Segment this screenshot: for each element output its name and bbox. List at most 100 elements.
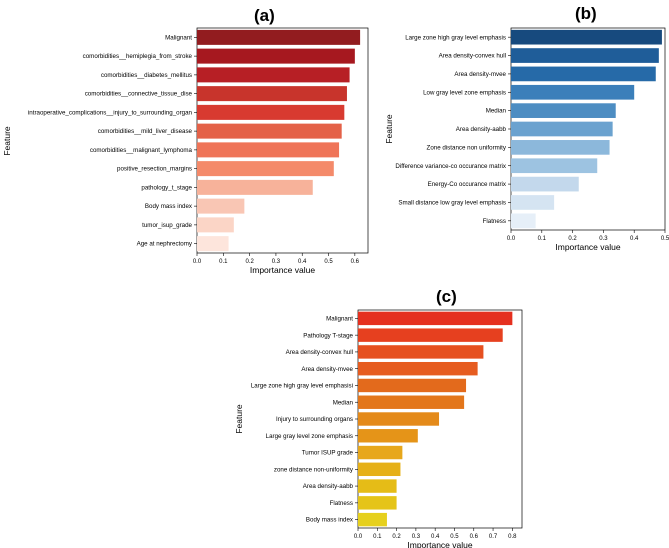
panel-a-label: (a) (254, 6, 275, 25)
y-axis-label: Feature (2, 126, 12, 156)
bar (358, 345, 484, 359)
bar (197, 104, 345, 120)
bar (197, 48, 355, 64)
bar (197, 161, 334, 177)
chart-panel-b: Large zone high gray level emphasis Area … (384, 27, 669, 252)
bar (358, 328, 503, 342)
bar (358, 412, 440, 426)
bar (511, 140, 610, 155)
category-label: Body mass index (306, 517, 354, 524)
chart-panel-c: Malignant Pathology T-stage Area density-c… (234, 309, 523, 548)
bar (511, 84, 635, 100)
x-tick-label: 0.0 (507, 236, 516, 242)
bar (358, 479, 397, 493)
bar (197, 29, 361, 45)
category-label: Area density-mvee (301, 366, 353, 373)
x-tick-label: 0.5 (661, 236, 669, 242)
x-tick-label: 0.2 (245, 259, 254, 265)
x-tick-label: 0.3 (412, 534, 421, 540)
bar (358, 378, 467, 393)
category-label: Malignant (165, 34, 192, 41)
bar (358, 311, 513, 326)
category-label: Large zone high gray level emphasisi (251, 383, 353, 390)
bar (511, 158, 598, 174)
bar (358, 462, 401, 477)
x-tick-label: 0.3 (272, 259, 281, 265)
category-label: Area density-convex hull (286, 349, 353, 356)
x-axis-label: Importance value (250, 265, 315, 275)
x-tick-label: 0.4 (431, 534, 440, 540)
category-label: comorbidities__hemiplegia_from_stroke (83, 53, 193, 60)
category-label: Zone distance non uniformity (427, 144, 507, 151)
category-label: Body mass index (145, 203, 193, 210)
bar (197, 86, 347, 102)
bar (358, 361, 478, 376)
bar (197, 142, 340, 158)
category-label: positive_resection_margins (117, 166, 192, 173)
bar (197, 123, 342, 139)
category-label: tumor_isup_grade (142, 222, 192, 229)
x-tick-label: 0.3 (599, 236, 608, 242)
category-label: Malignant (326, 315, 353, 322)
x-axis-label: Importance value (407, 540, 472, 548)
panel-b-label: (b) (575, 4, 597, 23)
category-label: Injury to surrounding organs (276, 416, 353, 423)
category-label: Difference variance-co occurance matrix (395, 163, 507, 170)
x-tick-label: 0.8 (508, 534, 517, 540)
category-label: Median (333, 399, 354, 406)
category-label: Area density-convex hull (439, 53, 506, 60)
bar (197, 179, 313, 195)
bar (511, 66, 656, 82)
category-label: Area density-mvee (454, 71, 506, 78)
panel-c-label: (c) (436, 287, 457, 306)
bar (197, 67, 350, 83)
category-label: pathology_t_stage (141, 184, 192, 191)
category-label: comorbidities__mild_liver_disease (98, 128, 193, 135)
category-label: comorbidities__connective_tissue_dise (85, 91, 193, 98)
category-label: Median (486, 108, 507, 115)
category-label: Flatness (330, 500, 353, 507)
x-tick-label: 0.4 (298, 259, 307, 265)
x-tick-label: 0.2 (568, 236, 577, 242)
x-tick-label: 0.1 (219, 259, 228, 265)
x-axis-label: Importance value (555, 242, 620, 252)
category-label: zone distance non-uniformity (274, 466, 354, 473)
x-tick-label: 0.6 (470, 534, 479, 540)
x-tick-label: 0.6 (351, 259, 360, 265)
bar (511, 121, 613, 137)
category-label: intraoperative_complications__injury_to_… (28, 109, 193, 116)
bar (511, 48, 659, 63)
y-axis-label: Feature (384, 114, 394, 144)
category-label: Flatness (483, 218, 506, 225)
bar (358, 395, 465, 409)
y-axis-label: Feature (234, 404, 244, 434)
category-label: Large zone high gray level emphasis (405, 34, 506, 41)
bar (197, 236, 229, 252)
category-label: comorbidities__malignant_lymphoma (90, 147, 193, 154)
category-label: Area density-aabb (303, 483, 354, 490)
bar (358, 512, 387, 527)
x-tick-label: 0.4 (630, 236, 639, 242)
bar (511, 213, 536, 229)
x-tick-label: 0.0 (354, 534, 363, 540)
category-label: Pathology T-stage (303, 332, 353, 339)
x-tick-label: 0.2 (392, 534, 401, 540)
category-label: Age at nephrectomy (137, 241, 193, 248)
category-label: Large gray level zone emphasis (266, 433, 353, 440)
category-label: Low gray level zone emphasis (423, 89, 506, 96)
category-label: comorbidities__diabetes_mellitus (101, 72, 192, 79)
category-label: Tumor ISUP grade (302, 450, 354, 457)
x-tick-label: 0.7 (489, 534, 498, 540)
bar (197, 217, 234, 233)
bar (511, 176, 579, 192)
bar (358, 496, 397, 510)
bar (511, 195, 555, 210)
x-tick-label: 0.0 (193, 259, 202, 265)
bar (511, 103, 616, 118)
category-label: Energy-Co occurance matrix (428, 181, 507, 188)
x-tick-label: 0.1 (538, 236, 547, 242)
x-tick-label: 0.1 (373, 534, 382, 540)
bar (358, 445, 403, 460)
bar (358, 429, 418, 443)
